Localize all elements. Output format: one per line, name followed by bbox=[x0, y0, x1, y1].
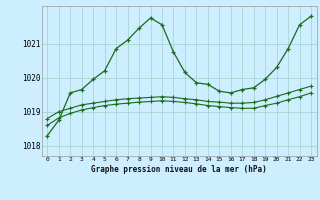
X-axis label: Graphe pression niveau de la mer (hPa): Graphe pression niveau de la mer (hPa) bbox=[91, 165, 267, 174]
